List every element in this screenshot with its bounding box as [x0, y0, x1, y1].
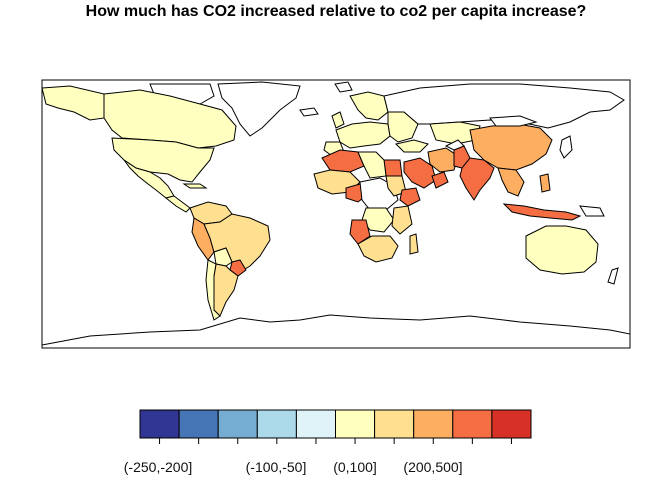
scandinavia [349, 91, 389, 121]
legend-swatch [217, 409, 258, 439]
map-title: How much has CO2 increased relative to c… [85, 3, 587, 20]
legend-swatch [452, 409, 493, 439]
mongolia [489, 115, 538, 127]
australia [525, 225, 599, 275]
iran [427, 147, 459, 173]
bolivia [213, 247, 233, 267]
legend-swatch [295, 409, 336, 439]
afghanistan [444, 139, 465, 151]
ethiopia [399, 187, 421, 207]
indonesia [502, 203, 582, 221]
legend-swatch [413, 409, 454, 439]
legend-swatch [139, 409, 180, 439]
legend-ticks [159, 438, 512, 444]
svalbard [334, 81, 353, 93]
southern-africa [357, 235, 399, 263]
oman [431, 171, 449, 189]
chile [205, 259, 221, 321]
southeast-asia [497, 167, 525, 197]
egypt [383, 159, 403, 177]
new-zealand [607, 267, 619, 285]
canada [103, 89, 237, 149]
papua [579, 205, 605, 217]
legend-swatch [178, 409, 219, 439]
legend-swatch [374, 409, 415, 439]
cuba [182, 183, 208, 189]
madagascar [409, 233, 419, 255]
saudi-arabia [403, 157, 437, 189]
iceland [299, 107, 319, 117]
alaska [41, 85, 105, 121]
east-africa [391, 205, 413, 235]
india [459, 157, 495, 201]
uk [331, 111, 345, 129]
western-europe [335, 121, 391, 149]
legend-swatch [335, 409, 376, 439]
greenland [217, 81, 301, 137]
legend-swatch [256, 409, 297, 439]
paraguay [229, 259, 247, 277]
russia [383, 83, 625, 129]
philippines [539, 173, 551, 193]
sudan [385, 175, 407, 197]
japan [559, 135, 573, 159]
antarctica [41, 314, 631, 349]
legend-color-bar [139, 409, 532, 439]
central-america [164, 195, 191, 213]
turkey [395, 139, 429, 153]
legend-swatch [491, 409, 532, 439]
